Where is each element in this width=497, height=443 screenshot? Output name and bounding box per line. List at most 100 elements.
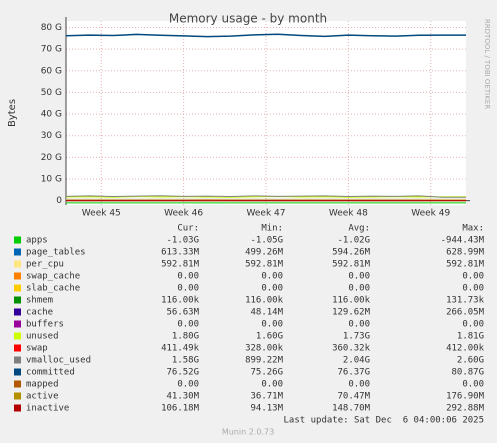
side-text: RRDTOOL / TOBI OETIKER <box>483 19 491 109</box>
legend-value: 36.71M <box>250 392 283 402</box>
legend-value: 1.58G <box>172 356 199 366</box>
legend-swatch <box>14 356 21 364</box>
legend-value: 1.73G <box>343 332 370 342</box>
legend-value: 360.32k <box>332 344 371 354</box>
legend-swatch <box>14 320 21 328</box>
y-tick-label: 0 <box>56 196 62 206</box>
legend-value: 613.33M <box>161 248 200 258</box>
legend-value: 48.14M <box>250 308 283 318</box>
legend-value: 594.26M <box>332 248 371 258</box>
legend-swatch <box>14 284 21 292</box>
legend-value: 0.00 <box>261 284 283 294</box>
x-tick-label: Week 47 <box>247 209 286 219</box>
legend-header: Avg: <box>348 224 370 234</box>
legend-value: 0.00 <box>177 284 199 294</box>
legend-value: 0.00 <box>261 272 283 282</box>
legend-name: shmem <box>26 296 53 306</box>
legend-swatch <box>14 344 21 352</box>
legend-value: 116.00k <box>332 296 371 306</box>
legend-value: 412.00k <box>446 344 485 354</box>
legend-name: per_cpu <box>26 260 64 270</box>
y-tick-label: 20 G <box>41 153 62 163</box>
legend-value: 0.00 <box>177 272 199 282</box>
x-tick-label: Week 48 <box>329 209 368 219</box>
legend-value: 176.90M <box>446 392 485 402</box>
legend-value: 1.80G <box>172 332 199 342</box>
legend-value: 292.88M <box>446 404 485 414</box>
legend-name: active <box>26 392 59 402</box>
legend-value: 0.00 <box>177 380 199 390</box>
legend-value: 116.00k <box>161 296 200 306</box>
legend-value: 0.00 <box>462 272 484 282</box>
legend-value: 1.81G <box>457 332 484 342</box>
legend-swatch <box>14 368 21 376</box>
legend-value: 76.52G <box>166 368 199 378</box>
legend-value: 106.18M <box>161 404 200 414</box>
legend-value: 2.60G <box>457 356 484 366</box>
legend-header: Min: <box>261 224 283 234</box>
legend-value: 0.00 <box>261 320 283 330</box>
last-update: Last update: Sat Dec 6 04:00:06 2025 <box>284 416 484 426</box>
legend-value: 76.37G <box>337 368 370 378</box>
y-tick-label: 40 G <box>41 110 62 120</box>
legend-swatch <box>14 272 21 280</box>
legend-value: 131.73k <box>446 296 485 306</box>
legend-value: 411.49k <box>161 344 200 354</box>
series-line <box>65 33 466 38</box>
legend-swatch <box>14 296 21 304</box>
footer: Munin 2.0.73 <box>222 428 274 437</box>
y-tick-label: 30 G <box>41 131 62 141</box>
legend-header: Cur: <box>177 224 199 234</box>
legend-value: 0.00 <box>261 380 283 390</box>
legend-value: 266.05M <box>446 308 485 318</box>
legend-value: 80.87G <box>451 368 484 378</box>
legend-name: unused <box>26 332 59 342</box>
legend-name: inactive <box>26 404 69 414</box>
x-tick-label: Week 45 <box>82 209 121 219</box>
legend-value: 592.81M <box>161 260 200 270</box>
legend-swatch <box>14 380 21 388</box>
legend-swatch <box>14 404 21 412</box>
legend-value: 628.99M <box>446 248 485 258</box>
legend-value: 94.13M <box>250 404 283 414</box>
legend-value: 592.81M <box>332 260 371 270</box>
y-tick-label: 10 G <box>41 175 62 185</box>
legend-value: 148.70M <box>332 404 371 414</box>
legend-swatch <box>14 308 21 316</box>
legend-name: buffers <box>26 320 64 330</box>
legend-value: -1.05G <box>250 236 283 246</box>
legend-value: 129.62M <box>332 308 371 318</box>
legend-name: vmalloc_used <box>26 356 91 366</box>
legend-name: mapped <box>26 380 59 390</box>
legend-header: Max: <box>462 224 484 234</box>
legend-value: 0.00 <box>348 272 370 282</box>
legend-value: 0.00 <box>462 320 484 330</box>
y-tick-label: 70 G <box>41 45 62 55</box>
legend-value: -944.43M <box>441 236 485 246</box>
legend-name: slab_cache <box>26 284 80 294</box>
legend-value: 899.22M <box>245 356 284 366</box>
legend-swatch <box>14 392 21 400</box>
y-tick-label: 80 G <box>41 23 62 33</box>
legend-name: apps <box>26 236 48 246</box>
x-tick-label: Week 49 <box>411 209 450 219</box>
legend-value: 56.63M <box>166 308 199 318</box>
legend-value: 328.00k <box>245 344 284 354</box>
legend-swatch <box>14 332 21 340</box>
legend-value: 41.30M <box>166 392 199 402</box>
legend-value: 70.47M <box>337 392 370 402</box>
legend-name: committed <box>26 368 75 378</box>
legend-value: 116.00k <box>245 296 284 306</box>
legend-value: 0.00 <box>177 320 199 330</box>
legend-value: 0.00 <box>348 380 370 390</box>
legend-swatch <box>14 236 21 244</box>
y-axis-label: Bytes <box>7 99 18 127</box>
legend-value: 75.26G <box>250 368 283 378</box>
legend-value: 0.00 <box>462 284 484 294</box>
legend-value: 1.60G <box>256 332 283 342</box>
legend-value: 499.26M <box>245 248 284 258</box>
legend-value: -1.03G <box>166 236 199 246</box>
legend-value: 0.00 <box>348 320 370 330</box>
